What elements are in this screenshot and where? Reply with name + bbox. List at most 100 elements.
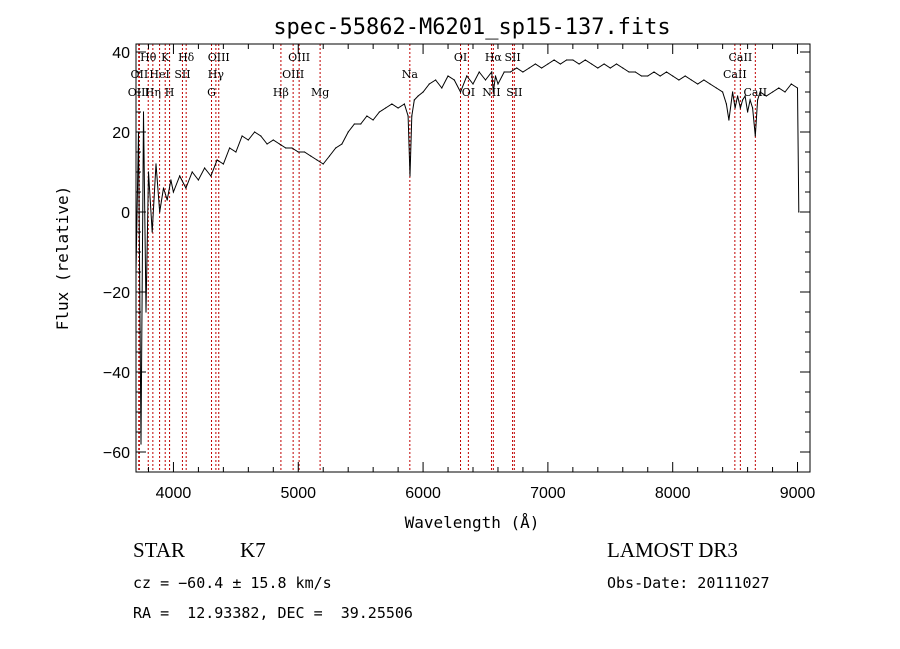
data-point (159, 211, 161, 213)
data-point (229, 147, 231, 149)
data-point (728, 119, 730, 121)
data-point (155, 163, 157, 165)
data-point (798, 211, 800, 213)
data-point (522, 71, 524, 73)
data-point (179, 175, 181, 177)
data-point (509, 71, 511, 73)
y-tick-label: −40 (103, 365, 130, 382)
data-point (413, 99, 415, 101)
line-label: NII (482, 86, 500, 99)
data-point (572, 59, 574, 61)
data-point (747, 111, 749, 113)
data-point (494, 75, 497, 77)
data-point (197, 179, 199, 181)
data-point (534, 63, 537, 65)
data-point (684, 75, 686, 77)
data-point (553, 59, 555, 61)
data-point (737, 95, 739, 97)
data-point (754, 135, 756, 137)
data-point (725, 103, 728, 105)
data-point (659, 75, 661, 77)
data-point (622, 67, 624, 69)
data-point (291, 147, 293, 149)
data-point (584, 59, 586, 61)
data-point (366, 115, 368, 117)
data-point (145, 311, 147, 313)
y-tick-label: −60 (103, 445, 130, 462)
line-label: OI (454, 51, 467, 64)
data-point (285, 147, 287, 149)
data-point (272, 139, 274, 141)
data-point (784, 91, 786, 93)
data-point (403, 103, 405, 105)
data-point (241, 135, 243, 137)
survey-name: LAMOST DR3 (607, 538, 738, 562)
data-point (378, 111, 380, 113)
data-point (749, 99, 751, 101)
data-point (140, 443, 142, 445)
y-axis-label: Flux (relative) (53, 186, 72, 331)
line-label: Mg (311, 86, 329, 99)
line-label: OIII (282, 68, 304, 81)
data-point (578, 63, 580, 65)
x-tick-label: 5000 (280, 485, 316, 502)
data-point (690, 79, 693, 81)
data-point (615, 63, 618, 65)
data-point (303, 151, 306, 153)
data-point (715, 87, 718, 89)
data-point (697, 83, 699, 85)
data-point (147, 171, 150, 173)
y-tick-label: 20 (112, 125, 130, 142)
data-point (391, 103, 393, 105)
data-point (503, 71, 505, 73)
data-point (559, 63, 562, 65)
data-point (151, 231, 153, 233)
data-point (417, 95, 419, 97)
line-label: SII (504, 51, 520, 64)
data-point (752, 107, 754, 109)
data-point (640, 75, 643, 77)
line-label: Hβ (273, 86, 289, 99)
series-layer (135, 59, 800, 445)
chart-title: spec-55862-M6201_sp15-137.fits (273, 15, 670, 40)
data-point (216, 159, 218, 161)
data-point (491, 71, 493, 73)
data-point (472, 83, 474, 85)
line-label: Hδ (178, 51, 195, 64)
data-point (191, 171, 193, 173)
redshift-cz: cz = −60.4 ± 15.8 km/s (133, 574, 332, 592)
data-point (497, 83, 499, 85)
data-point (597, 67, 599, 69)
data-point (341, 143, 343, 145)
data-point (709, 83, 711, 85)
line-label: CaII (723, 68, 747, 81)
data-point (204, 167, 206, 169)
data-point (322, 163, 324, 165)
data-point (516, 67, 518, 69)
data-point (166, 199, 168, 201)
data-point (653, 71, 655, 73)
data-point (772, 91, 774, 93)
observation-date: Obs-Date: 20111027 (607, 574, 770, 592)
data-point (739, 107, 742, 109)
data-point (162, 187, 165, 189)
object-class: STAR (133, 538, 185, 562)
data-point (142, 111, 145, 113)
data-point (634, 71, 636, 73)
data-point (316, 159, 318, 161)
data-point (647, 75, 649, 77)
line-label: OII (131, 68, 149, 81)
data-point (796, 87, 799, 89)
data-point (310, 155, 312, 157)
line-label: HeI (149, 68, 169, 81)
data-point (347, 131, 349, 133)
data-point (566, 59, 568, 61)
y-tick-label: 0 (121, 205, 130, 222)
data-point (609, 67, 611, 69)
series-line-spectrum (135, 59, 800, 445)
line-label: K (161, 51, 170, 64)
data-point (459, 91, 462, 93)
x-tick-label: 8000 (655, 485, 691, 502)
x-tick-label: 4000 (156, 485, 192, 502)
